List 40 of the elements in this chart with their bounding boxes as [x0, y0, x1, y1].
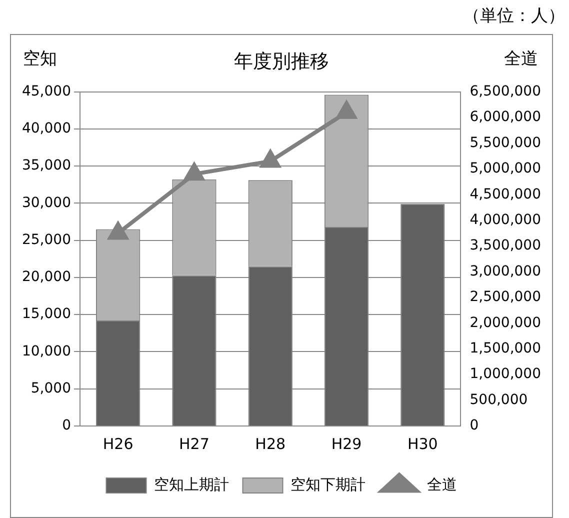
- text: （単位：人）: [463, 5, 565, 27]
- y-tick-label: 35,000: [22, 158, 71, 174]
- y-tick-label: 30,000: [22, 194, 71, 211]
- x-tick-label: H29: [331, 434, 362, 453]
- y-axis-title: 空知: [23, 48, 57, 70]
- y2-tick-label: 4,000,000: [470, 212, 542, 228]
- y2-tick-label: 6,500,000: [470, 83, 542, 100]
- y-tick-label: 45,000: [22, 83, 71, 100]
- x-tick-label: H30: [407, 434, 438, 453]
- legend-label: 空知下期計: [290, 475, 366, 494]
- point: [184, 163, 204, 181]
- y-tick-label: 40,000: [22, 120, 71, 137]
- y2-tick-label: 1,500,000: [470, 340, 542, 357]
- x-tick-label: H27: [179, 434, 210, 453]
- y-tick-label: 10,000: [22, 343, 71, 360]
- y2-axis-title: 全道: [504, 48, 538, 70]
- y2-tick-label: 0: [470, 418, 479, 434]
- y2-tick-label: 6,000,000: [470, 109, 542, 126]
- y2-tick-label: 5,500,000: [470, 134, 542, 151]
- x-tick-label: H28: [255, 434, 286, 453]
- chart-title: 年度別推移: [234, 50, 329, 72]
- y2-tick-label: 2,500,000: [470, 289, 542, 306]
- y2-tick-label: 1,000,000: [470, 366, 542, 382]
- y-tick-label: 25,000: [22, 232, 71, 248]
- y2-tick-label: 2,000,000: [470, 314, 542, 331]
- y-tick-label: 0: [62, 418, 71, 434]
- legend-label: 空知上期計: [154, 475, 229, 494]
- legend-label: 全道: [426, 475, 457, 494]
- point: [108, 222, 128, 240]
- y-tick-label: 20,000: [22, 269, 71, 286]
- y2-tick-label: 500,000: [470, 392, 528, 408]
- y2-tick-label: 5,000,000: [470, 160, 542, 177]
- point: [260, 150, 280, 168]
- point: [336, 101, 356, 119]
- y-tick-label: 15,000: [22, 306, 71, 322]
- y-tick-label: 5,000: [30, 380, 71, 397]
- y2-tick-label: 3,000,000: [470, 263, 542, 280]
- y2-tick-label: 3,500,000: [470, 238, 542, 254]
- x-tick-label: H26: [102, 434, 134, 453]
- y2-tick-label: 4,500,000: [470, 186, 542, 202]
